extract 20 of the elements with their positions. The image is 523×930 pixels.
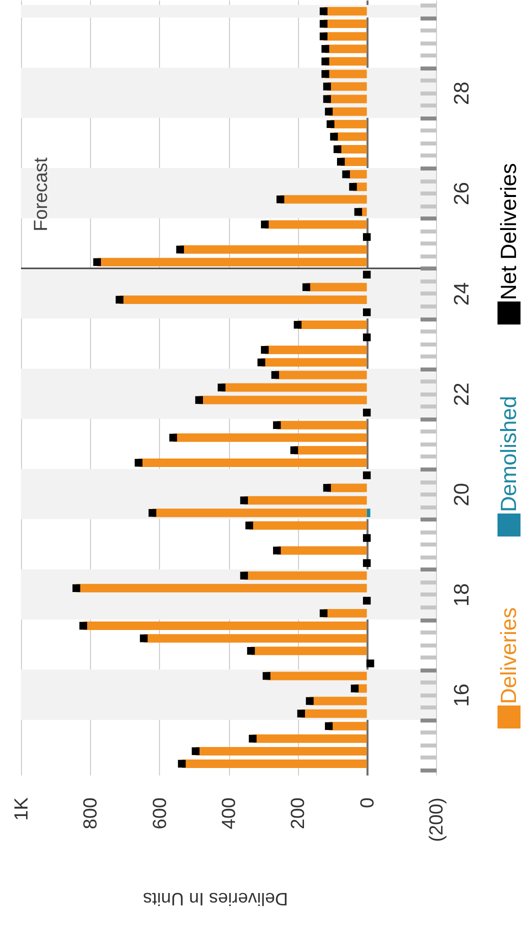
- ref-line-label: Forecast: [31, 156, 52, 232]
- x-axis-title: Deliveries In Units: [142, 888, 288, 909]
- y-tick-label: 20: [450, 482, 474, 506]
- y-tick-label: 26: [450, 182, 474, 206]
- text: Deliveries: [496, 607, 521, 704]
- text: Demolished: [496, 396, 521, 512]
- x-tick-label: 0: [357, 798, 378, 808]
- y-tick-label: 22: [450, 382, 474, 406]
- x-tick-label: (200): [426, 798, 448, 842]
- bar: [366, 508, 370, 518]
- y-tick-label: 28: [450, 82, 474, 105]
- y-tick-label: 18: [450, 583, 474, 607]
- x-tick-label: 1K: [12, 797, 32, 821]
- x-tick-label: 200: [288, 798, 310, 830]
- x-tick-label: 800: [80, 798, 102, 830]
- text: Net Deliveries: [496, 163, 521, 300]
- x-tick-label: 400: [219, 798, 240, 830]
- y-tick-label: 16: [450, 684, 474, 707]
- x-tick-label: 600: [150, 798, 171, 830]
- y-tick-label: 24: [450, 282, 474, 306]
